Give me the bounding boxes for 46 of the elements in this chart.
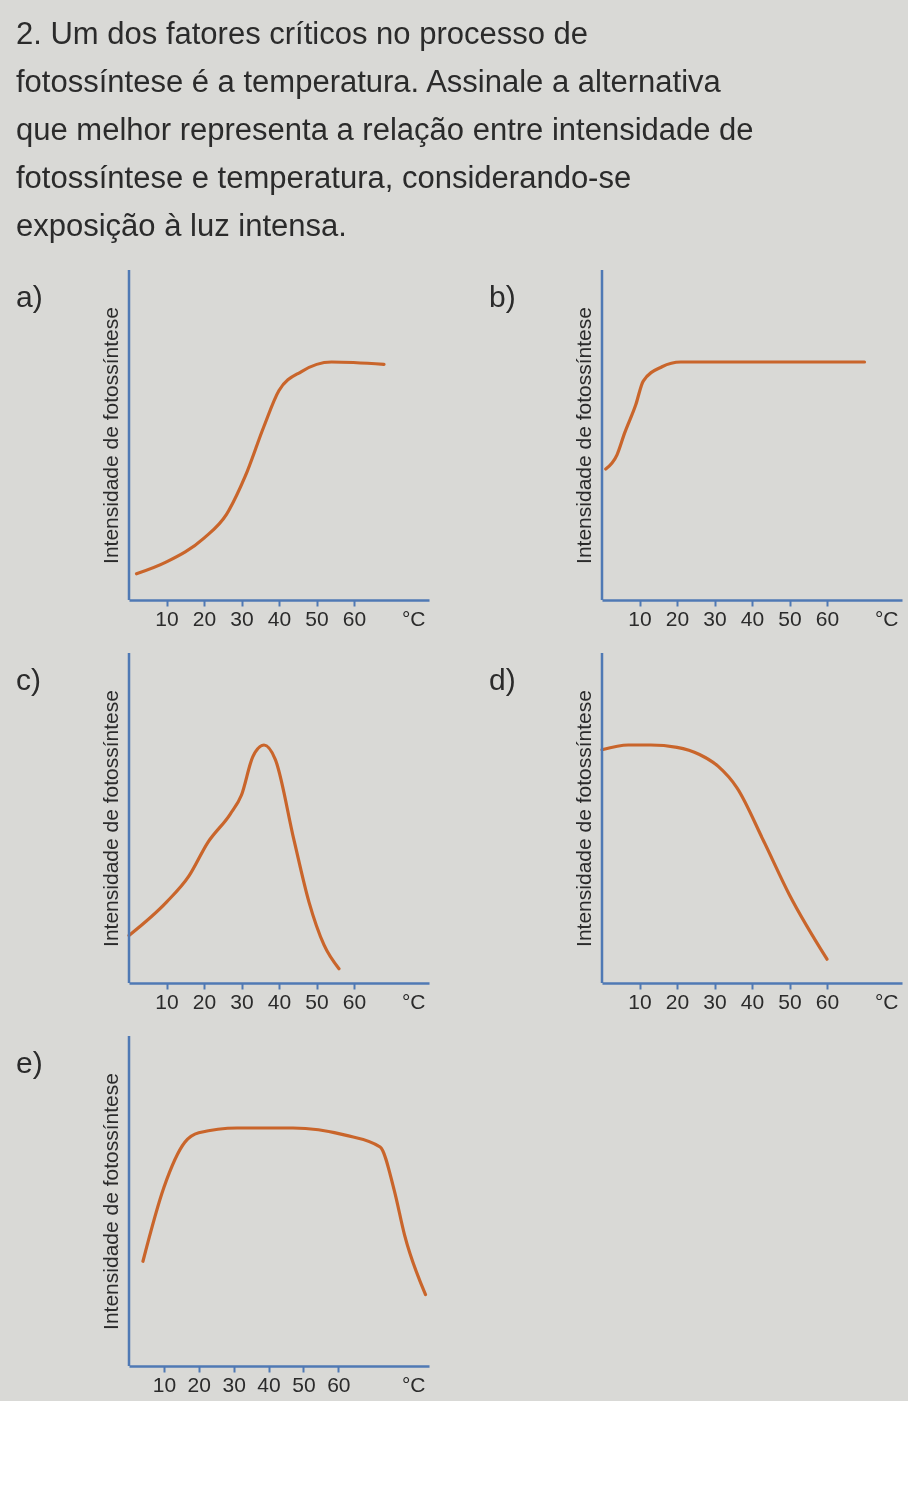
x-tick-label: 30 [703, 606, 727, 630]
y-axis-title: Intensidade de fotossíntese [571, 307, 595, 564]
x-tick-label: 40 [740, 989, 765, 1013]
x-tick-label: 40 [257, 1372, 281, 1396]
x-axis-title: °C [874, 606, 899, 630]
chart-title: a) [16, 279, 43, 313]
x-tick-label: 20 [192, 989, 217, 1013]
x-tick-label: 50 [778, 989, 802, 1013]
x-tick-label: 50 [305, 989, 329, 1013]
x-tick-label: 20 [192, 606, 217, 630]
x-tick-label: 10 [155, 606, 179, 630]
x-tick-label: 20 [665, 989, 690, 1013]
x-tick-label: 10 [628, 989, 652, 1013]
x-tick-label: 60 [342, 606, 367, 630]
x-tick-label: 20 [187, 1372, 211, 1396]
chart-title: d) [489, 662, 516, 696]
x-tick-label: 30 [230, 606, 254, 630]
x-tick-label: 40 [267, 989, 292, 1013]
x-tick-label: 60 [327, 1372, 351, 1396]
x-tick-label: 30 [703, 989, 727, 1013]
x-tick-label: 40 [267, 606, 292, 630]
x-tick-label: 60 [342, 989, 367, 1013]
x-tick-label: 50 [292, 1372, 316, 1396]
x-axis-title: °C [401, 989, 426, 1013]
y-axis-title: Intensidade de fotossíntese [98, 1073, 122, 1330]
x-tick-label: 40 [740, 606, 765, 630]
x-tick-label: 50 [305, 606, 329, 630]
x-tick-label: 10 [152, 1372, 177, 1396]
y-axis-title: Intensidade de fotossíntese [98, 307, 122, 564]
x-axis-title: °C [401, 606, 426, 630]
x-tick-label: 50 [778, 606, 802, 630]
x-tick-label: 60 [815, 606, 840, 630]
y-axis-title: Intensidade de fotossíntese [571, 690, 595, 947]
text: 2. Um dos fatores críticos no processo de fotossíntese é a temperatura. Assinale a alternativa que melhor representa a relação entre intensidade de fotossíntese e temperatura, considerando-se exposição à luz intensa. [16, 15, 754, 243]
x-axis-title: °C [874, 989, 899, 1013]
x-tick-label: 10 [628, 606, 652, 630]
x-tick-label: 60 [815, 989, 840, 1013]
x-tick-label: 30 [222, 1372, 246, 1396]
x-tick-label: 30 [230, 989, 254, 1013]
chart-title: c) [16, 662, 41, 696]
chart-title: e) [16, 1045, 43, 1079]
chart-title: b) [489, 279, 516, 313]
x-axis-title: °C [401, 1372, 426, 1396]
x-tick-label: 20 [665, 606, 690, 630]
y-axis-title: Intensidade de fotossíntese [98, 690, 122, 947]
x-tick-label: 10 [155, 989, 179, 1013]
